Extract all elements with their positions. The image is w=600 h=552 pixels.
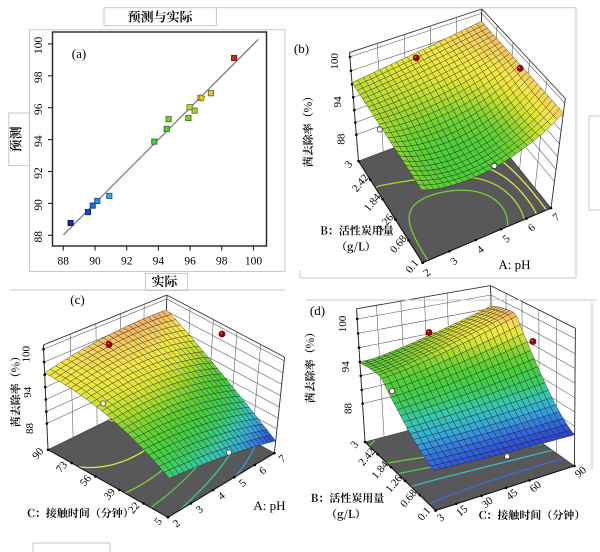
svg-text:98: 98: [33, 71, 45, 83]
svg-text:94: 94: [332, 96, 344, 108]
svg-text:100: 100: [329, 53, 341, 70]
svg-text:88: 88: [33, 231, 45, 243]
svg-text:(b): (b): [294, 41, 309, 56]
svg-text:94: 94: [153, 256, 165, 268]
svg-text:94: 94: [33, 135, 45, 147]
svg-text:92: 92: [33, 167, 45, 179]
svg-text:92: 92: [121, 256, 133, 268]
svg-text:98: 98: [216, 256, 228, 268]
svg-text:100: 100: [33, 37, 45, 55]
svg-text:2: 2: [421, 267, 433, 280]
svg-text:100: 100: [245, 256, 263, 268]
svg-text:88: 88: [24, 423, 36, 435]
svg-text:94: 94: [22, 386, 34, 398]
svg-text:(d): (d): [310, 303, 325, 318]
svg-text:90: 90: [33, 199, 45, 211]
svg-text:(a): (a): [72, 46, 86, 61]
svg-text:(c): (c): [70, 292, 84, 307]
svg-text:96: 96: [33, 103, 45, 115]
svg-text:88: 88: [343, 403, 355, 415]
svg-text:100: 100: [337, 315, 349, 332]
svg-text:2: 2: [171, 517, 183, 530]
svg-text:88: 88: [335, 133, 347, 145]
svg-text:100: 100: [21, 345, 33, 362]
svg-text:88: 88: [58, 256, 70, 268]
svg-text:A: pH: A: pH: [253, 498, 285, 513]
svg-text:A: pH: A: pH: [498, 257, 530, 272]
svg-text:96: 96: [184, 256, 196, 268]
svg-text:94: 94: [340, 361, 352, 373]
svg-text:90: 90: [89, 256, 101, 268]
